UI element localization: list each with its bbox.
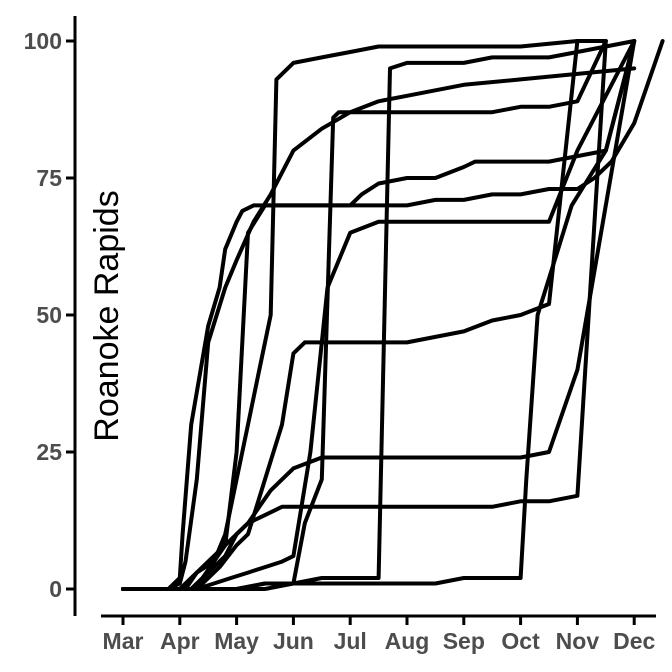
plot-area [121, 39, 665, 591]
y-tick-label: 100 [24, 28, 62, 54]
y-axis-label: Roanoke Rapids [88, 190, 126, 441]
x-tick-label: Dec [613, 628, 655, 654]
x-tick-label: Nov [556, 628, 600, 654]
series-line-6 [121, 39, 608, 591]
series-line-3 [121, 39, 637, 591]
x-tick-label: Apr [160, 628, 200, 654]
series-line-11 [121, 39, 637, 591]
x-tick-label: Jul [334, 628, 367, 654]
series-line-4 [121, 39, 637, 591]
y-tick-label: 50 [36, 302, 62, 328]
y-axis-ticks: 0 25 50 75 100 [24, 28, 75, 602]
series-line-2 [121, 66, 637, 591]
series-line-5 [121, 39, 608, 591]
y-tick-label: 75 [36, 165, 62, 191]
x-axis-ticks: Mar Apr May Jun Jul Aug Sep Oct Nov Dec [103, 616, 655, 654]
y-tick-label: 25 [36, 439, 62, 465]
series-line-8 [121, 39, 637, 591]
x-tick-label: Oct [501, 628, 540, 654]
x-tick-label: May [214, 628, 259, 654]
series-line-7 [121, 39, 580, 591]
x-tick-label: Sep [443, 628, 485, 654]
series-line-10 [121, 39, 637, 591]
x-tick-label: Jun [273, 628, 314, 654]
y-tick-label: 0 [49, 576, 62, 602]
x-tick-label: Aug [385, 628, 430, 654]
x-tick-label: Mar [103, 628, 144, 654]
